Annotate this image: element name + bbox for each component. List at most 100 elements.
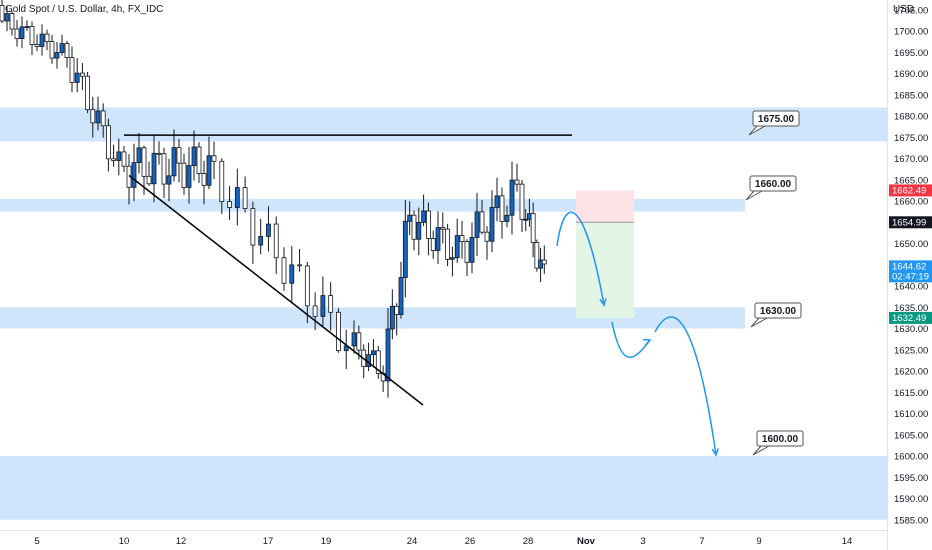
candle-body (211, 155, 217, 162)
x-tick-label: 19 (321, 536, 332, 547)
zone-label-1675.00: 1675.00 (748, 110, 800, 136)
candle-body (530, 213, 536, 243)
zone-1600.00 (0, 456, 887, 520)
candle-body (54, 52, 60, 59)
candle-body (435, 227, 441, 251)
candle-body (34, 44, 40, 47)
candle-body (489, 207, 495, 242)
candle-body (196, 146, 202, 174)
price-tag-target: 1632.49 (889, 311, 932, 324)
price-tag-box (889, 311, 932, 324)
price-tag-value: 1632.49 (892, 313, 926, 324)
candle-body (176, 147, 182, 164)
zone-price-label: 1675.00 (758, 114, 795, 125)
candle-body (385, 328, 391, 382)
candle-body (328, 295, 334, 313)
candle-body (69, 57, 75, 83)
bar-countdown: 02:47:19 (892, 271, 929, 282)
candle-body (523, 218, 529, 221)
y-tick-label: 1680.00 (894, 112, 928, 123)
candle-body (141, 147, 147, 177)
y-tick-label: 1630.00 (894, 324, 928, 335)
descending-trendline (128, 174, 424, 406)
candle-body (514, 179, 520, 185)
candle-body (304, 265, 310, 307)
y-tick-label: 1705.00 (894, 5, 928, 16)
candle-body (289, 264, 295, 284)
candle-body (449, 257, 455, 260)
candle-body (509, 179, 515, 216)
candle-body (166, 175, 172, 185)
candle-body (64, 43, 70, 59)
x-tick-label: 10 (119, 536, 130, 547)
price-axis-border (887, 0, 888, 550)
x-tick-label: 17 (263, 536, 274, 547)
candle-body (219, 160, 225, 202)
y-tick-label: 1615.00 (894, 388, 928, 399)
candle-body (541, 259, 547, 265)
candle-body (242, 187, 248, 210)
candle-body (227, 201, 232, 208)
time-axis-border (0, 530, 887, 531)
currency-label: USD (893, 4, 915, 15)
y-tick-label: 1625.00 (894, 345, 928, 356)
candle-body (136, 147, 142, 163)
candle-body (19, 26, 25, 40)
candle-body (336, 311, 341, 352)
candle-body (398, 277, 404, 315)
callout-pointer (750, 317, 768, 328)
candle-body (416, 221, 422, 240)
candle-body (375, 350, 381, 374)
candle-body (474, 211, 480, 238)
candle-body (519, 183, 525, 220)
candle-body (356, 332, 362, 351)
candle-body (100, 110, 106, 127)
forecast-arrow (611, 321, 651, 358)
price-tag-box (889, 216, 932, 229)
zone-1660.00 (0, 198, 745, 212)
candle-body (484, 231, 490, 242)
x-tick-label: 14 (842, 536, 853, 547)
price-tag-value: 1654.99 (892, 217, 926, 228)
candle-body (9, 13, 15, 30)
price-tag-value: 1644.62 (892, 261, 926, 272)
y-tick-label: 1695.00 (894, 48, 928, 59)
candle-body (440, 227, 446, 230)
candle-body (250, 208, 256, 246)
candle-body (4, 13, 10, 22)
candle-body (156, 152, 162, 155)
zone-label-1600.00: 1600.00 (752, 430, 804, 456)
candle-body (131, 162, 137, 188)
x-tick-label: 9 (756, 536, 761, 547)
candle-body (407, 214, 413, 222)
candle-body (445, 228, 451, 260)
candle-body (14, 28, 20, 40)
y-tick-label: 1585.00 (894, 515, 928, 526)
candle-body (201, 173, 207, 186)
candle-body (402, 220, 408, 278)
x-tick-label: 24 (407, 536, 418, 547)
x-tick-label: 12 (176, 536, 187, 547)
price-tag-box (889, 184, 932, 197)
candle-body (44, 33, 50, 42)
x-tick-label: 5 (34, 536, 39, 547)
candle-body (85, 75, 90, 111)
candle-body (430, 238, 436, 251)
y-tick-label: 1610.00 (894, 409, 928, 420)
forecast-arrow (654, 316, 717, 456)
callout-pointer (745, 190, 763, 201)
forecast-arrow-head (642, 338, 652, 346)
candle-body (504, 214, 510, 222)
candle-body (95, 110, 101, 124)
stop-loss-zone (576, 190, 634, 223)
candle-body (29, 26, 35, 45)
y-tick-label: 1685.00 (894, 90, 928, 101)
candle-body (464, 241, 470, 263)
candle-body (320, 295, 326, 317)
candle-body (499, 195, 505, 222)
y-tick-label: 1650.00 (894, 239, 928, 250)
candle-body (146, 175, 152, 185)
zone-price-label: 1630.00 (760, 306, 797, 317)
